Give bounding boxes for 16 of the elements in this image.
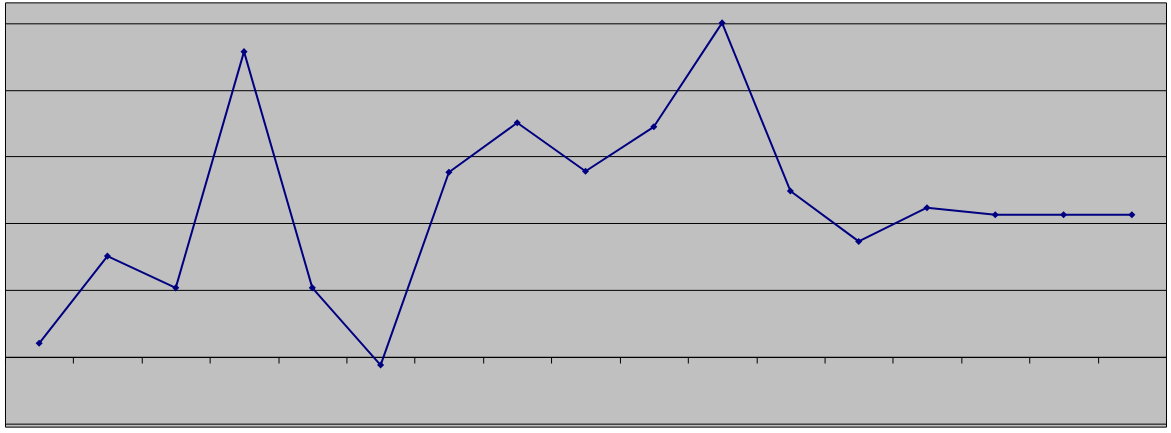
point [377,361,385,369]
point [1128,211,1136,219]
point [445,168,453,176]
point [923,204,931,212]
point [172,284,180,292]
point [855,237,863,245]
point [650,123,658,131]
point [35,339,43,347]
point [513,119,521,127]
point [786,187,794,195]
point [581,167,590,175]
point [718,19,726,27]
point [103,252,111,260]
point [991,211,999,219]
point [308,284,316,292]
point [1060,211,1068,219]
